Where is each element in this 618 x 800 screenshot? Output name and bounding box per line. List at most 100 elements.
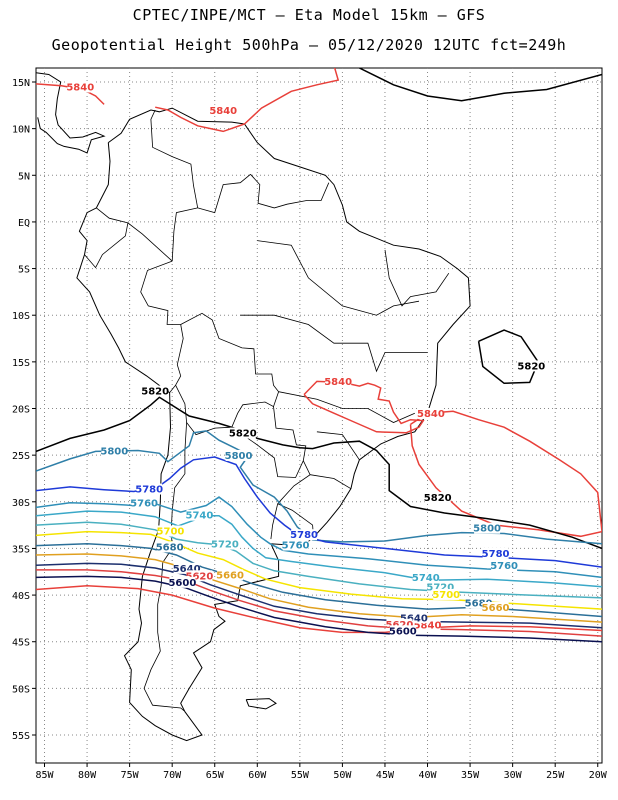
border-peru-bolivia-chile — [169, 324, 184, 393]
contour-label-bg — [173, 562, 200, 574]
contour-line-5820 — [477, 329, 540, 385]
contour-label-bg — [491, 560, 518, 572]
border-venezuela-brazil — [197, 173, 251, 214]
contour-label-bg — [217, 569, 244, 581]
contour-line-5820 — [36, 396, 602, 550]
contour-label-5780: 5780 — [290, 530, 318, 541]
contour-label-5700: 5700 — [432, 590, 460, 601]
contour-label-bg — [433, 588, 460, 600]
map-frame — [35, 67, 603, 764]
contour-label-5760: 5760 — [282, 541, 310, 552]
border-colombia-venezuela — [150, 109, 199, 208]
contour-label-5600: 5600 — [389, 626, 417, 637]
contour-label-5840: 5840 — [66, 82, 94, 93]
contour-label-5620: 5620 — [185, 571, 213, 582]
map-title: CPTEC/INPE/MCT – Eta Model 15km – GFS — [132, 6, 486, 24]
contour-labels: 5840 5840 5840 5840 5840 5820 5820 5820 5820 5800… — [66, 81, 545, 637]
contour-label-5740: 5740 — [412, 573, 440, 584]
lon-tick-label: 45W — [376, 770, 395, 781]
border-uruguay-argentina — [270, 503, 279, 540]
hispaniola-outline — [134, 36, 186, 53]
contour-label-5800: 5800 — [473, 524, 501, 535]
border-brazil-states-rs — [310, 474, 352, 490]
contour-line-5840 — [155, 68, 340, 133]
border-guyana-brazil — [250, 174, 330, 209]
contour-line-5840 — [409, 410, 602, 538]
contour-label-5760: 5760 — [490, 561, 518, 572]
contour-label-5760: 5760 — [130, 499, 158, 510]
border-chile-argentina — [143, 422, 187, 712]
contour-label-5800: 5800 — [100, 446, 128, 457]
contour-label-bg — [482, 602, 509, 614]
contour-label-bg — [101, 445, 128, 457]
contour-label-bg — [424, 491, 451, 503]
lat-tick-label: EQ — [18, 218, 30, 229]
central-america-outline — [36, 72, 106, 154]
contour-label-bg — [211, 538, 238, 550]
contour-line-5620 — [36, 569, 602, 637]
contour-label-bg — [414, 619, 441, 631]
lat-tick-label: 50S — [12, 684, 30, 695]
contour-label-bg — [67, 81, 94, 93]
lon-tick-label: 75W — [121, 770, 140, 781]
border-peru-brazil — [140, 260, 181, 325]
contour-label-bg — [325, 376, 352, 388]
contour-label-bg — [518, 360, 545, 372]
border-paraguay-argentina — [231, 426, 304, 478]
lat-tick-label: 15S — [12, 358, 30, 369]
lat-tick-label: 20S — [12, 405, 30, 416]
contour-label-bg — [482, 547, 509, 559]
contour-label-5820: 5820 — [517, 361, 545, 372]
puerto-rico-outline — [195, 50, 209, 54]
lat-tick-label: 5N — [18, 171, 30, 182]
lon-tick-label: 25W — [546, 770, 565, 781]
border-brazil-states-north — [257, 240, 420, 316]
lat-tick-label: 10S — [12, 311, 30, 322]
grid-lines — [32, 68, 602, 767]
contour-label-5780: 5780 — [135, 485, 163, 496]
contour-label-5640: 5640 — [173, 564, 201, 575]
contour-label-bg — [465, 597, 492, 609]
contour-label-5840: 5840 — [414, 621, 442, 632]
contour-label-5700: 5700 — [157, 527, 185, 538]
south-america-outline — [76, 107, 471, 742]
contour-label-5720: 5720 — [211, 540, 239, 551]
contour-label-5660: 5660 — [216, 570, 244, 581]
contour-line-5640 — [36, 562, 602, 629]
contour-label-bg — [186, 509, 213, 521]
contour-label-bg — [225, 449, 252, 461]
contour-label-bg — [186, 570, 213, 582]
lat-tick-label: 30S — [12, 498, 30, 509]
contour-label-bg — [210, 104, 237, 116]
contour-label-5840: 5840 — [209, 106, 237, 117]
lat-tick-label: 5S — [18, 265, 30, 276]
contour-label-5820: 5820 — [424, 493, 452, 504]
coastlines — [36, 36, 471, 742]
lon-tick-label: 60W — [248, 770, 267, 781]
contour-label-5740: 5740 — [185, 511, 213, 522]
contour-line-5680 — [36, 543, 602, 618]
lat-tick-label: 15N — [12, 78, 30, 89]
falklands-outline — [245, 698, 277, 710]
contour-label-5640: 5640 — [400, 613, 428, 624]
lon-tick-label: 30W — [504, 770, 523, 781]
lon-tick-label: 55W — [291, 770, 310, 781]
lat-tick-label: 10N — [12, 125, 30, 136]
lon-tick-label: 65W — [206, 770, 225, 781]
border-ecuador-peru — [84, 222, 129, 269]
contour-line-5840 — [36, 585, 602, 634]
contour-label-bg — [131, 497, 158, 509]
contour-label-5780: 5780 — [482, 549, 510, 560]
contour-label-bg — [142, 385, 169, 397]
contour-label-5820: 5820 — [229, 429, 257, 440]
lon-tick-label: 70W — [163, 770, 182, 781]
contour-label-bg — [169, 576, 196, 588]
contour-line-5660 — [36, 553, 602, 623]
lon-tick-label: 50W — [333, 770, 352, 781]
lon-tick-label: 80W — [78, 770, 97, 781]
contour-label-bg — [417, 407, 444, 419]
lon-tick-label: 20W — [589, 770, 608, 781]
border-argentina-brazil — [277, 460, 311, 504]
contour-label-5680: 5680 — [156, 542, 184, 553]
